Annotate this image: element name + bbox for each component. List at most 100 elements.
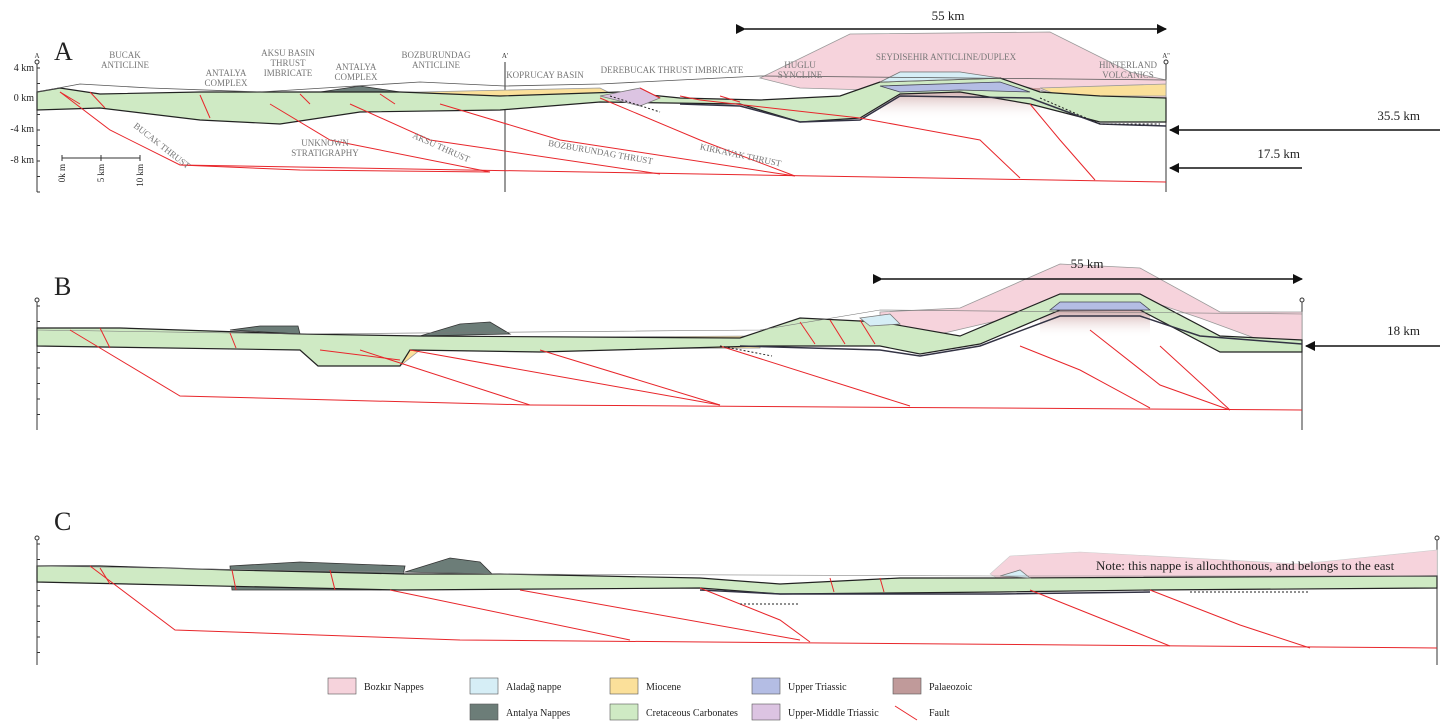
region-label: SEYDISEHIR ANTICLINE/DUPLEX xyxy=(876,52,1017,62)
legend-label: Miocene xyxy=(646,682,682,693)
legend-label: Upper Triassic xyxy=(788,682,847,693)
region-label-line: SYNCLINE xyxy=(778,70,823,80)
dotted-contact xyxy=(609,95,661,113)
legend-swatch xyxy=(894,705,918,721)
surface xyxy=(36,565,1437,577)
legend-label: Fault xyxy=(929,708,950,719)
legend-swatch xyxy=(609,703,639,721)
fault xyxy=(599,97,796,177)
surface xyxy=(36,75,1167,93)
fault xyxy=(1029,103,1096,181)
region-label-line: HINTERLAND xyxy=(1099,60,1157,70)
fault xyxy=(859,319,876,345)
region-label-line: KOPRUCAY BASIN xyxy=(506,70,584,80)
upper-triassic-line xyxy=(679,95,1167,127)
fault xyxy=(269,103,491,173)
region-label: ANTALYA COMPLEX xyxy=(204,68,248,88)
fault xyxy=(1159,345,1231,411)
section-pin xyxy=(34,535,40,541)
panel-letter: C xyxy=(54,507,71,536)
region-label: HINTERLAND VOLCANICS xyxy=(1099,60,1157,80)
fault xyxy=(349,103,661,175)
depth-label: 4 km xyxy=(14,63,35,74)
fault xyxy=(719,345,911,407)
region-label-line: IMBRICATE xyxy=(264,68,313,78)
fault xyxy=(1019,345,1151,409)
measure: 55 km xyxy=(932,8,965,23)
fault xyxy=(699,99,861,119)
fault xyxy=(1029,589,1171,647)
region-label: ANTALYA COMPLEX xyxy=(334,62,378,82)
fault xyxy=(359,349,531,406)
region-label-line: ANTALYA xyxy=(336,62,377,72)
fault xyxy=(69,329,1303,411)
legend-swatch xyxy=(751,677,781,695)
region-label: KOPRUCAY BASIN xyxy=(506,70,584,80)
section-pin xyxy=(1434,535,1440,541)
palaeozoic-core xyxy=(1040,308,1150,338)
surface xyxy=(36,309,1303,335)
antalya-nappes xyxy=(404,557,493,575)
legend-swatch xyxy=(469,703,499,721)
fault xyxy=(439,103,796,177)
fault xyxy=(59,91,81,105)
scale-label: 5 km xyxy=(96,164,106,182)
panel-letter: A xyxy=(54,37,73,66)
upper-triassic-line xyxy=(699,589,1151,595)
fault xyxy=(639,87,661,99)
aladag-nappe xyxy=(859,313,901,327)
region-label-line: BUCAK xyxy=(109,50,141,60)
legend-label: Antalya Nappes xyxy=(506,708,570,719)
depth-label: -4 km xyxy=(10,124,34,135)
depth-label: 0 km xyxy=(14,93,35,104)
region-label-line: AKSU BASIN xyxy=(261,48,315,58)
thrust-label: KIRKAVAK THRUST xyxy=(699,142,783,169)
fault xyxy=(799,321,816,345)
section-pin xyxy=(1163,59,1169,65)
measure: 17.5 km xyxy=(1257,146,1300,161)
region-label-line: COMPLEX xyxy=(204,78,248,88)
fault xyxy=(719,95,741,103)
fault xyxy=(89,91,106,109)
legend-label: Bozkır Nappes xyxy=(364,682,424,693)
fault xyxy=(539,349,721,406)
section-pin xyxy=(34,59,40,65)
region-label-line: SEYDISEHIR ANTICLINE/DUPLEX xyxy=(876,52,1017,62)
fault xyxy=(829,577,835,593)
depth-label: -8 km xyxy=(10,155,34,166)
region-label-line: DEREBUCAK THRUST IMBRICATE xyxy=(601,65,744,75)
thrust-label: AKSU THRUST xyxy=(411,130,472,164)
fault xyxy=(99,327,111,349)
fault xyxy=(299,93,311,105)
fault xyxy=(679,95,701,101)
upper-triassic xyxy=(1048,301,1152,311)
panel-letter: B xyxy=(54,272,71,301)
note: Note: this nappe is allochthonous, and b… xyxy=(1096,558,1395,573)
region-label-line: UNKNOWN xyxy=(301,138,349,148)
antalya-nappes xyxy=(419,321,512,337)
fault xyxy=(231,569,237,591)
dotted-contact xyxy=(1039,97,1160,125)
fault xyxy=(199,94,211,119)
scale-label: 0k m xyxy=(57,164,67,182)
legend-label: Palaeozoic xyxy=(929,682,973,693)
region-label-line: ANTICLINE xyxy=(101,60,149,70)
region-label-line: STRATIGRAPHY xyxy=(291,148,359,158)
region-label: BOZBURUNDAG ANTICLINE xyxy=(401,50,471,70)
legend-swatch xyxy=(751,703,781,721)
upper-triassic-line xyxy=(739,315,1303,357)
fault xyxy=(99,567,111,585)
fault xyxy=(389,589,631,641)
region-label-line: ANTALYA xyxy=(206,68,247,78)
region-label: DEREBUCAK THRUST IMBRICATE xyxy=(601,65,744,75)
section-end: A xyxy=(34,52,39,60)
region-label-line: ANTICLINE xyxy=(412,60,460,70)
measure: 18 km xyxy=(1387,323,1420,338)
region-label: AKSU BASIN THRUST IMBRICATE xyxy=(261,48,315,78)
fault xyxy=(89,565,1438,649)
fault xyxy=(1149,589,1311,649)
region-label-line: COMPLEX xyxy=(334,72,378,82)
legend-swatch xyxy=(327,677,357,695)
fault xyxy=(329,569,336,591)
